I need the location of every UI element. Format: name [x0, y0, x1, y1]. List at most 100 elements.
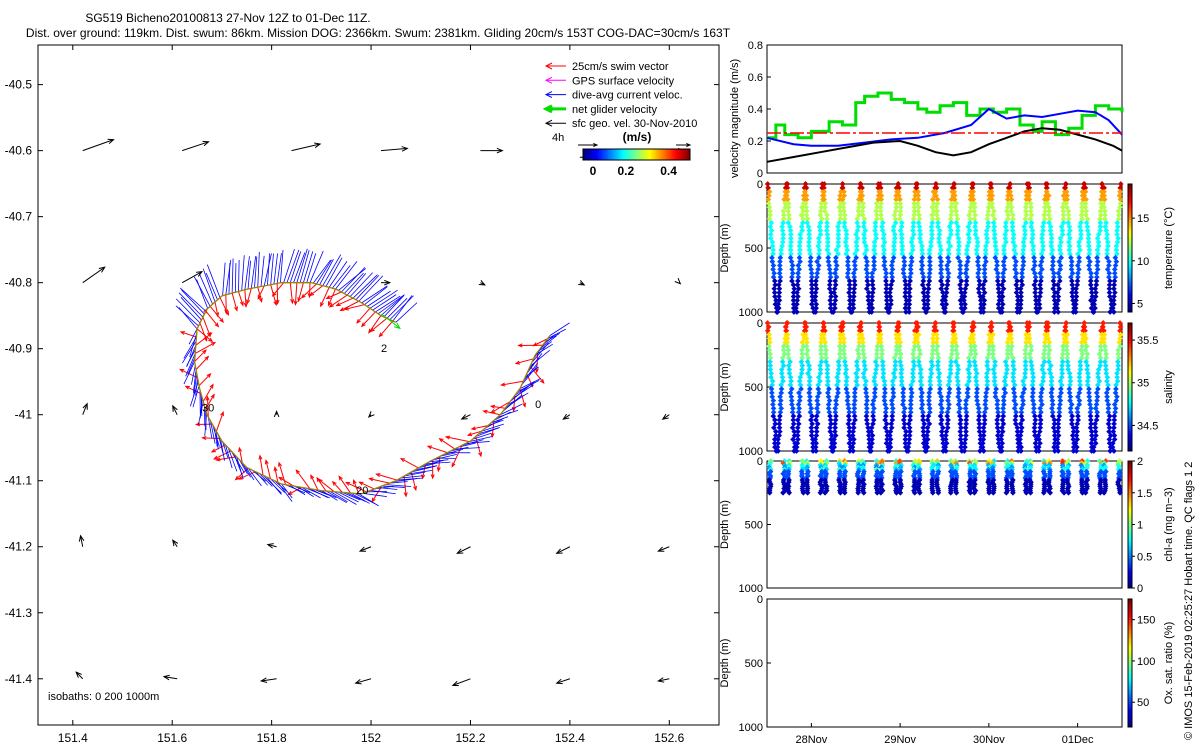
section-point: [1058, 254, 1065, 261]
section-point: [784, 339, 791, 346]
section-colorbar-cell: [1128, 222, 1132, 226]
section-point: [859, 185, 865, 191]
section-point: [1068, 266, 1075, 273]
section-point: [948, 227, 954, 234]
section-point: [921, 293, 928, 300]
section-point: [796, 250, 803, 257]
section-point: [771, 289, 778, 296]
section-point: [780, 216, 787, 222]
geo-vector-head: [75, 671, 82, 678]
geo-vector-head: [456, 548, 464, 554]
section-point: [1051, 293, 1057, 300]
swim-vector: [195, 332, 212, 346]
section-point: [797, 247, 803, 253]
geo-vector: [172, 405, 178, 415]
section-point: [973, 247, 980, 253]
section-point: [821, 181, 828, 187]
section-point: [1106, 258, 1112, 265]
section-point: [907, 262, 914, 269]
section-point: [879, 223, 885, 230]
section-point: [907, 285, 913, 292]
section-colorbar-cell: [1128, 235, 1132, 239]
section-point: [1040, 219, 1047, 226]
section-colorbar-label: Ox. sat. ratio (%): [1163, 622, 1175, 705]
section-point: [1029, 231, 1036, 238]
section-point: [869, 278, 876, 284]
section-point: [869, 282, 876, 288]
section-point: [1104, 231, 1111, 238]
section-point: [1048, 235, 1055, 242]
section-point: [794, 432, 801, 439]
geo-vector: [80, 535, 84, 547]
swim-vector-head: [399, 457, 406, 462]
swim-vector: [310, 475, 319, 491]
section-y-tick-label: 0: [757, 179, 763, 191]
section-point: [1083, 208, 1090, 214]
section-point: [837, 216, 844, 222]
section-point: [799, 366, 805, 373]
y-tick-label: -41: [15, 408, 33, 422]
section-point: [964, 247, 970, 253]
swim-vector-head: [210, 393, 215, 399]
section-point: [943, 285, 950, 292]
section-point: [1023, 200, 1030, 207]
section-point: [1030, 250, 1037, 257]
section-point: [1004, 196, 1011, 203]
swim-vector: [216, 456, 237, 461]
section-point: [785, 208, 791, 214]
section-point: [1058, 223, 1065, 230]
section-point: [779, 239, 786, 246]
section-point: [943, 289, 950, 296]
section-point: [898, 231, 905, 238]
swim-vector-head: [179, 331, 186, 335]
section-point: [1022, 216, 1029, 222]
section-point: [1042, 204, 1048, 211]
y-tick-label: -41.1: [5, 474, 33, 488]
dac-vector: [198, 273, 213, 305]
swim-vector: [198, 373, 211, 387]
section-point: [844, 247, 851, 253]
section-colorbar-cell: [1128, 237, 1132, 241]
section-point: [1063, 200, 1070, 207]
swim-vector: [238, 471, 256, 480]
swim-vector-head: [264, 459, 269, 465]
section-point: [883, 285, 890, 292]
section-point: [877, 181, 884, 187]
section-point: [872, 219, 879, 226]
section-point: [890, 223, 897, 230]
swim-vector: [206, 396, 209, 418]
section-point: [1115, 235, 1121, 242]
section-point: [965, 231, 972, 238]
dac-vector: [377, 294, 405, 315]
section-point: [1067, 250, 1073, 257]
colorbar-cell: [673, 149, 677, 160]
swim-vector-head: [369, 327, 375, 333]
section-point: [859, 192, 866, 199]
section-colorbar-tick-label: 150: [1137, 615, 1155, 627]
section-point: [1060, 216, 1067, 222]
section-point: [1018, 289, 1024, 296]
section-point: [795, 436, 801, 443]
section-point: [1028, 219, 1035, 226]
section-point: [803, 208, 810, 214]
section-colorbar-cell: [1128, 245, 1132, 249]
section-point: [788, 378, 794, 385]
geo-vector-head: [674, 278, 682, 285]
dac-vector: [355, 275, 380, 300]
section-point: [1104, 254, 1110, 261]
section-point: [796, 378, 803, 385]
section-point: [1106, 282, 1113, 288]
section-point: [816, 250, 822, 257]
section-point: [868, 301, 874, 308]
section-point: [1073, 285, 1079, 292]
colorbar-cell: [613, 149, 616, 160]
section-point: [937, 243, 944, 249]
section-point: [1065, 208, 1072, 214]
section-point: [919, 270, 926, 277]
section-point: [945, 247, 952, 253]
section-point: [999, 309, 1005, 315]
section-point: [768, 227, 775, 234]
section-point: [910, 227, 916, 234]
section-point: [797, 235, 804, 242]
scale-arrow-right-head: [686, 142, 692, 148]
